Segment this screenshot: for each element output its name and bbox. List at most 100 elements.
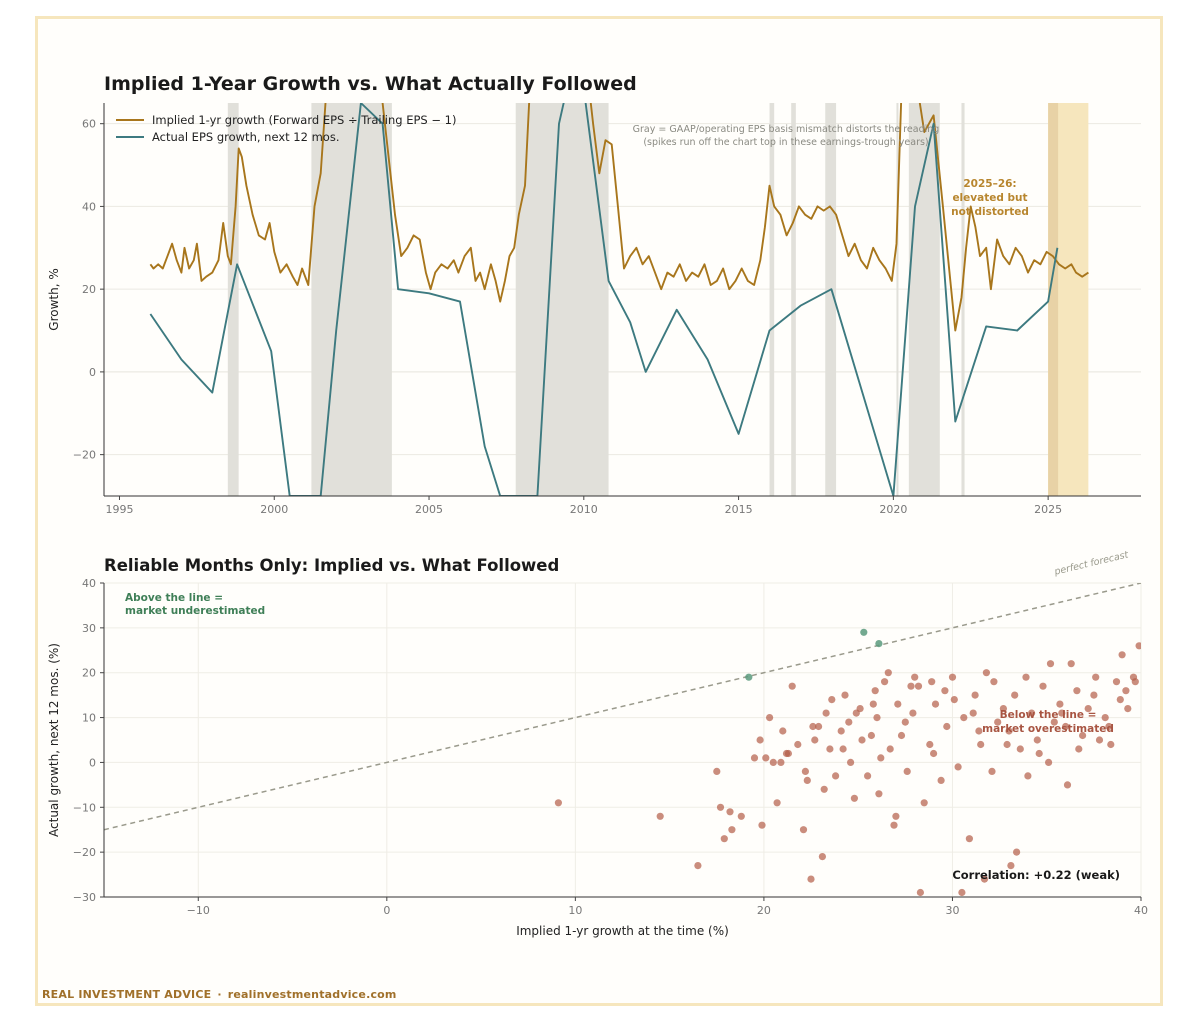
bottom-x-tick-label: 0 (383, 904, 390, 917)
mismatch-band (961, 103, 965, 496)
scatter-point-below (1003, 740, 1011, 749)
scatter-point-below (916, 888, 925, 897)
bottom-y-tick-label: −10 (73, 801, 96, 814)
correlation-note: Correlation: +0.22 (weak) (952, 868, 1120, 882)
scatter-point-below (713, 767, 721, 776)
scatter-point-below (779, 727, 787, 735)
scatter-point-below (762, 754, 770, 762)
scatter-point-below (758, 821, 766, 829)
scatter-point-below (1024, 772, 1032, 780)
scatter-point-below (1107, 740, 1115, 749)
top-x-tick-label: 1995 (105, 503, 133, 516)
bottom-y-tick-label: 40 (82, 577, 96, 590)
scatter-point-below (990, 678, 998, 686)
bottom-chart-title: Reliable Months Only: Implied vs. What F… (104, 556, 559, 575)
footer: REAL INVESTMENT ADVICE · realinvestmentadv… (42, 988, 397, 1001)
scatter-point-below (839, 745, 847, 753)
scatter-point-below (815, 722, 823, 731)
scatter-point-below (807, 875, 815, 883)
scatter-point-below (837, 727, 845, 735)
scatter-point-below (554, 799, 563, 807)
legend-label: Actual EPS growth, next 12 mos. (152, 130, 339, 144)
perfect-forecast-label: perfect forecast (1052, 549, 1130, 578)
scatter-point-below (773, 799, 781, 807)
bottom-x-tick-label: 40 (1134, 904, 1148, 917)
scatter-point-below (1005, 727, 1013, 735)
scatter-point-below (1095, 736, 1104, 744)
scatter-point-below (756, 736, 764, 744)
scatter-point-below (914, 682, 923, 690)
scatter-point-below (890, 821, 898, 829)
bottom-y-tick-label: −30 (73, 891, 96, 904)
top-x-tick-label: 2005 (415, 503, 443, 516)
above-line-note-line2: market underestimated (125, 605, 265, 617)
bottom-y-tick-label: 10 (82, 712, 96, 725)
scatter-point-below (920, 799, 928, 807)
scatter-point-below (954, 763, 962, 771)
mismatch-band (825, 103, 837, 496)
top-y-tick-label: 60 (82, 118, 96, 131)
footer-url[interactable]: realinvestmentadvice.com (227, 988, 397, 1001)
footer-separator: · (217, 988, 222, 1001)
scatter-point-below (928, 678, 936, 686)
mismatch-band (791, 103, 796, 496)
scatter-point-below (1067, 660, 1075, 668)
scatter-point-below (728, 826, 736, 834)
scatter-point-below (958, 888, 966, 897)
scatter-point-below (943, 722, 951, 731)
scatter-point-below (1101, 714, 1109, 722)
scatter-point-below (716, 803, 725, 811)
mismatch-band (227, 103, 239, 496)
scatter-point-below (881, 678, 889, 686)
bottom-x-tick-label: 30 (945, 904, 959, 917)
scatter-point-below (801, 767, 810, 776)
scatter-point-below (948, 673, 957, 681)
scatter-point-below (867, 731, 876, 740)
scatter-point-below (926, 740, 934, 749)
top-y-tick-label: 0 (89, 366, 96, 379)
scatter-point-below (969, 709, 977, 717)
top-x-tick-label: 2025 (1034, 503, 1062, 516)
bottom-x-tick-label: −10 (187, 904, 210, 917)
top-y-tick-label: −20 (73, 449, 96, 462)
scatter-point-below (1105, 722, 1113, 731)
scatter-point-below (1116, 696, 1124, 704)
scatter-point-below (1092, 673, 1100, 681)
top-x-tick-label: 2015 (725, 503, 753, 516)
scatter-point-above (875, 640, 883, 648)
below-line-note-line2: market overestimated (982, 723, 1114, 735)
scatter-point-below (1033, 736, 1041, 744)
scatter-point-below (1056, 700, 1064, 708)
scatter-point-below (1035, 749, 1043, 758)
scatter-point-below (818, 853, 827, 861)
scatter-point-below (875, 790, 883, 798)
scatter-point-below (897, 731, 906, 740)
top-x-tick-label: 2020 (879, 503, 907, 516)
scatter-point-below (856, 705, 864, 713)
scatter-point-below (847, 758, 855, 767)
top-x-tick-label: 2010 (570, 503, 598, 516)
scatter-point-below (909, 709, 917, 717)
scatter-point-below (937, 776, 945, 785)
below-line-note-line1: Below the line = (1000, 709, 1097, 721)
scatter-point-below (1046, 660, 1055, 668)
scatter-point-below (766, 714, 774, 722)
scatter-point-below (1022, 673, 1030, 681)
scatter-point-below (726, 808, 734, 816)
scatter-point-below (1013, 848, 1021, 856)
scatter-point-below (850, 794, 859, 802)
bottom-x-axis-label: Implied 1-yr growth at the time (%) (516, 924, 729, 938)
recent-callout-line3: not distorted (951, 206, 1029, 218)
scatter-point-below (1135, 642, 1141, 650)
scatter-point-below (794, 740, 802, 749)
scatter-point-below (864, 772, 872, 780)
mismatch-band (515, 103, 609, 496)
scatter-point-below (1075, 745, 1083, 753)
scatter-point-below (884, 669, 892, 677)
scatter-point-below (873, 714, 881, 722)
scatter-point-below (788, 682, 796, 690)
scatter-point-below (737, 812, 745, 820)
bottom-y-tick-label: −20 (73, 846, 96, 859)
scatter-point-below (1063, 781, 1072, 789)
scatter-point-below (1045, 758, 1053, 767)
